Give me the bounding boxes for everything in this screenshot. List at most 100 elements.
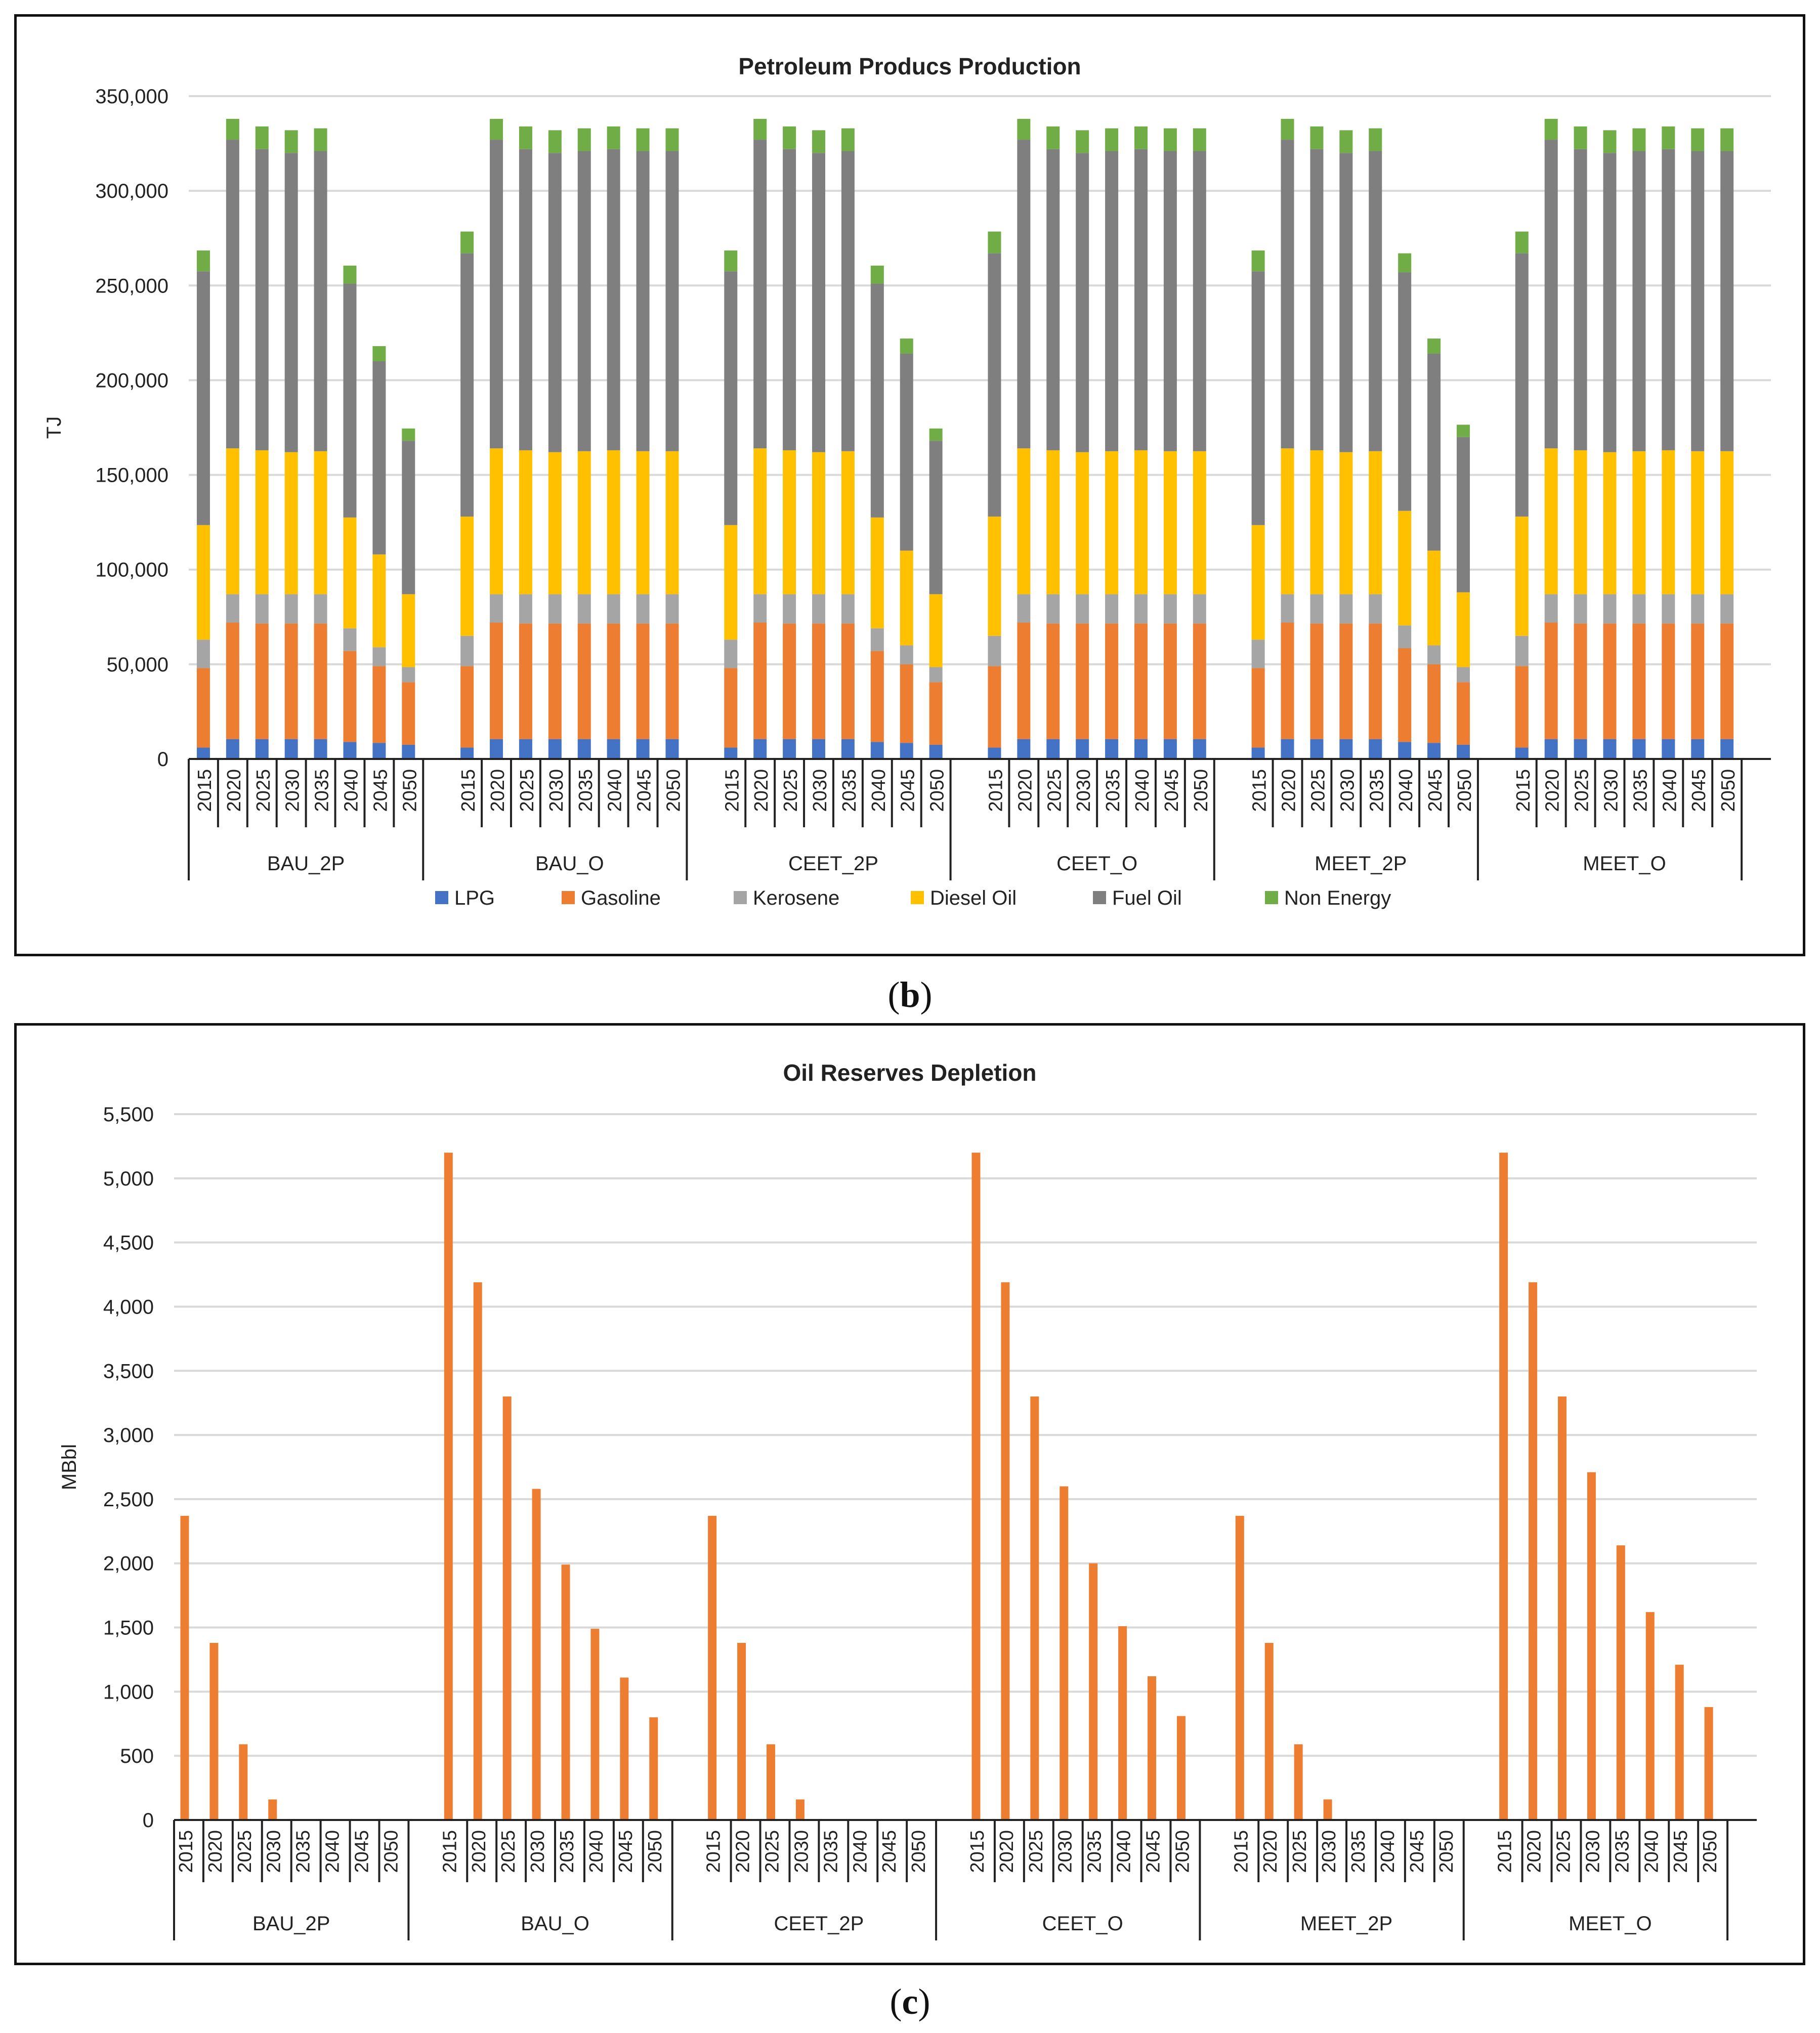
bar-lpg: [519, 739, 532, 759]
x-tick-label: 2025: [1553, 1830, 1574, 1873]
bar: [1557, 1396, 1567, 1820]
bar-fuel-oil: [1076, 153, 1089, 452]
y-tick-label: 3,000: [103, 1424, 154, 1447]
x-tick-label: 2025: [1289, 1830, 1310, 1873]
bar-kerosene: [1163, 594, 1177, 624]
bar-non-energy: [1193, 128, 1206, 151]
bar-diesel-oil: [1105, 451, 1119, 595]
bar-lpg: [665, 739, 679, 759]
bar-non-energy: [460, 231, 474, 253]
x-tick-label: 2035: [839, 769, 860, 812]
bar-kerosene: [255, 594, 269, 624]
bar-non-energy: [1281, 118, 1294, 140]
x-tick-label: 2040: [1132, 769, 1153, 812]
bar-non-energy: [1574, 126, 1587, 149]
bar-diesel-oil: [1720, 451, 1734, 595]
x-tick-label: 2040: [341, 769, 362, 812]
bar-gasoline: [988, 666, 1001, 748]
bar-diesel-oil: [929, 594, 943, 667]
bar-gasoline: [460, 666, 474, 748]
bar-diesel-oil: [1193, 451, 1206, 595]
group-label: BAU_O: [535, 853, 604, 875]
bar-fuel-oil: [1369, 151, 1382, 451]
bar-lpg: [284, 739, 298, 759]
bar-lpg: [1339, 739, 1353, 759]
bar-lpg: [226, 739, 239, 759]
bar-lpg: [490, 739, 503, 759]
bar-kerosene: [1369, 594, 1382, 624]
bar-diesel-oil: [1163, 451, 1177, 595]
x-tick-label: 2035: [557, 1830, 578, 1873]
x-tick-label: 2050: [663, 769, 684, 812]
bar-non-energy: [1456, 425, 1470, 437]
bar-kerosene: [783, 594, 796, 624]
group-label: CEET_2P: [788, 853, 878, 875]
bar-gasoline: [870, 651, 884, 742]
bar: [1089, 1563, 1098, 1820]
bar-non-energy: [753, 118, 767, 140]
bar-kerosene: [314, 594, 327, 624]
bar-non-energy: [1720, 128, 1734, 151]
bar-fuel-oil: [1662, 149, 1675, 450]
bar-fuel-oil: [1720, 151, 1734, 451]
bar-gasoline: [284, 623, 298, 739]
bar-non-energy: [1603, 130, 1617, 153]
bar-non-energy: [870, 265, 884, 284]
bar-fuel-oil: [1163, 151, 1177, 451]
bar-kerosene: [1632, 594, 1646, 624]
bar-diesel-oil: [1310, 450, 1324, 595]
bar-non-energy: [988, 231, 1001, 253]
bar-non-energy: [1662, 126, 1675, 149]
x-tick-label: 2035: [1366, 769, 1387, 812]
bar-non-energy: [343, 265, 357, 284]
y-tick-label: 4,000: [103, 1296, 154, 1318]
bar-fuel-oil: [1544, 140, 1558, 449]
bar-lpg: [343, 742, 357, 759]
x-tick-label: 2045: [634, 769, 655, 812]
bar-diesel-oil: [1603, 452, 1617, 595]
bar-fuel-oil: [1515, 253, 1529, 517]
x-tick-label: 2045: [1670, 1830, 1691, 1873]
x-tick-label: 2015: [194, 769, 216, 812]
x-tick-label: 2045: [1407, 1830, 1428, 1873]
group-label: BAU_2P: [252, 1913, 330, 1935]
bar-fuel-oil: [402, 441, 415, 595]
bar-fuel-oil: [1691, 151, 1705, 451]
bar-kerosene: [900, 645, 913, 664]
bar-non-energy: [1339, 130, 1353, 153]
bar-lpg: [548, 739, 562, 759]
x-tick-label: 2040: [1377, 1830, 1399, 1873]
bar-lpg: [460, 747, 474, 759]
bar-diesel-oil: [812, 452, 826, 595]
bar-fuel-oil: [1134, 149, 1148, 450]
x-tick-label: 2050: [927, 769, 948, 812]
bar-fuel-oil: [1632, 151, 1646, 451]
bar-fuel-oil: [1574, 149, 1587, 450]
x-tick-label: 2025: [761, 1830, 783, 1873]
x-tick-label: 2025: [498, 1830, 519, 1873]
bar-non-energy: [665, 128, 679, 151]
x-tick-label: 2030: [1337, 769, 1358, 812]
bar-diesel-oil: [519, 450, 532, 595]
caption-c: (c): [890, 1981, 930, 2022]
bar-fuel-oil: [314, 151, 327, 451]
x-tick-label: 2015: [176, 1830, 197, 1873]
bar-non-energy: [1310, 126, 1324, 149]
bar-kerosene: [1281, 594, 1294, 623]
bar-non-energy: [1427, 338, 1441, 354]
group-label: CEET_2P: [774, 1913, 864, 1935]
bar: [268, 1799, 277, 1820]
x-tick-label: 2025: [1026, 1830, 1047, 1873]
bar: [180, 1515, 189, 1820]
bar-kerosene: [490, 594, 503, 623]
bar-fuel-oil: [196, 271, 210, 525]
chart-title: Petroleum Producs Production: [738, 53, 1081, 79]
bar-diesel-oil: [1251, 525, 1265, 640]
bar-fuel-oil: [1251, 271, 1265, 525]
bar-diesel-oil: [460, 516, 474, 636]
bar-fuel-oil: [1427, 354, 1441, 551]
bar-fuel-oil: [988, 253, 1001, 517]
x-tick-label: 2030: [1073, 769, 1094, 812]
y-axis-label: MBbl: [58, 1444, 80, 1490]
bar-fuel-oil: [490, 140, 503, 449]
